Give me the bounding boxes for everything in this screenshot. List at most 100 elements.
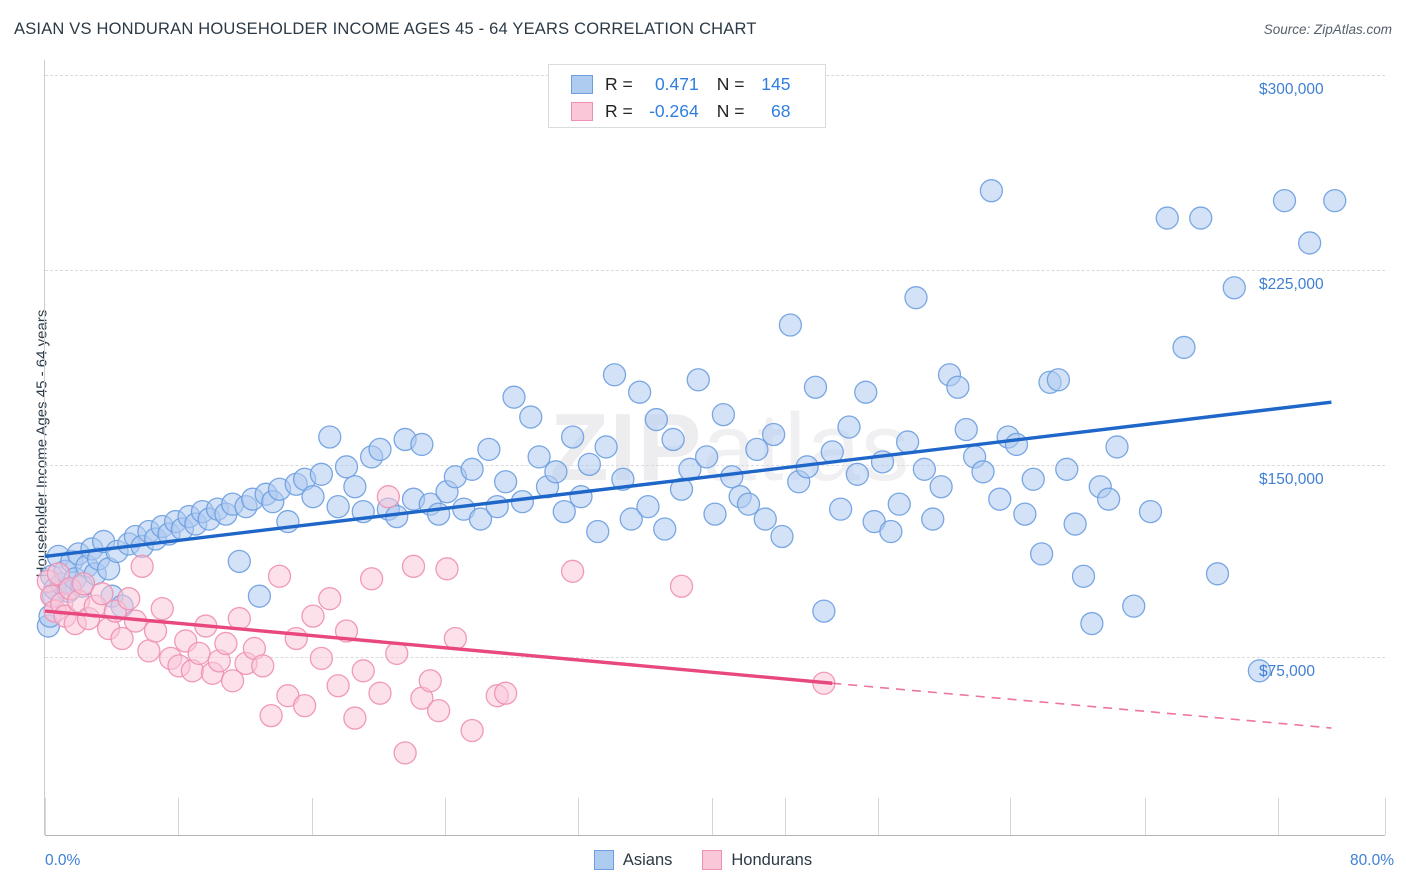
y-axis-line — [44, 60, 45, 835]
data-point — [393, 741, 417, 765]
x-axis-max-label: 80.0% — [1350, 852, 1394, 869]
data-point — [368, 681, 392, 705]
data-point — [971, 460, 995, 484]
x-axis-tick — [578, 798, 579, 835]
data-point — [904, 286, 928, 310]
data-point — [130, 554, 154, 578]
data-point — [1004, 432, 1029, 457]
data-point — [485, 494, 509, 519]
stats-swatch-hondurans — [571, 101, 593, 121]
stats-r-label-hondurans: R = — [605, 100, 633, 121]
stats-n-label-hondurans: N = — [716, 100, 745, 121]
data-point — [803, 375, 828, 399]
data-point — [110, 626, 134, 651]
data-point — [644, 407, 669, 432]
data-point — [686, 368, 710, 392]
data-point — [1071, 564, 1096, 588]
gridline — [45, 465, 1385, 466]
data-point — [309, 646, 334, 671]
data-point — [326, 674, 350, 698]
data-point — [828, 497, 853, 521]
data-point — [401, 554, 426, 578]
data-point — [661, 427, 685, 452]
y-axis-tick-label: $75,000 — [1259, 663, 1316, 680]
data-point — [912, 457, 937, 481]
data-point — [1096, 487, 1121, 511]
data-point — [493, 470, 518, 494]
data-point — [1155, 206, 1179, 230]
data-point — [493, 681, 518, 705]
data-point — [443, 626, 468, 651]
series-asians — [36, 179, 1347, 683]
data-point — [753, 507, 777, 531]
data-point — [227, 606, 251, 631]
legend-item-hondurans[interactable]: Hondurans — [702, 850, 812, 870]
data-point — [292, 693, 317, 718]
data-point — [602, 363, 627, 387]
data-point — [117, 587, 141, 611]
data-point — [71, 572, 96, 596]
trendline-asians — [44, 400, 1332, 559]
x-axis-tick — [445, 798, 446, 835]
data-point — [745, 437, 769, 462]
data-point — [1029, 542, 1054, 566]
data-point — [410, 432, 434, 457]
x-axis-tick — [1010, 798, 1011, 835]
data-point — [150, 596, 174, 621]
data-point — [954, 417, 978, 442]
data-point — [227, 549, 251, 574]
data-point — [594, 435, 618, 459]
x-axis-line — [45, 835, 1385, 836]
data-point — [1247, 659, 1272, 683]
legend-item-asians[interactable]: Asians — [593, 850, 672, 870]
data-point — [1122, 594, 1146, 618]
data-point — [1272, 188, 1297, 213]
data-point — [214, 631, 238, 656]
data-point — [359, 567, 384, 591]
data-point — [1046, 368, 1071, 392]
x-axis-tick — [712, 798, 713, 835]
data-point — [318, 587, 342, 611]
correlation-stats-box: R = 0.471 N = 145 R = -0.264 N = 68 — [548, 64, 826, 128]
series-hondurans — [36, 485, 836, 765]
y-axis-tick-label: $150,000 — [1259, 471, 1324, 488]
stats-r-label-asians: R = — [605, 73, 633, 94]
data-point — [259, 703, 283, 728]
data-point — [988, 487, 1012, 511]
data-point — [619, 507, 643, 531]
data-point — [577, 452, 602, 476]
data-point — [426, 502, 451, 526]
data-point — [301, 604, 325, 628]
series-legend: Asians Hondurans — [0, 850, 1406, 870]
stats-n-value-asians: 145 — [761, 73, 791, 94]
data-point — [879, 519, 903, 544]
scatter-layer — [36, 179, 1347, 765]
x-axis-tick — [312, 798, 313, 835]
data-point — [267, 564, 292, 588]
data-point — [426, 698, 451, 723]
data-point — [519, 405, 543, 429]
gridline — [45, 270, 1385, 271]
x-axis-tick — [45, 798, 46, 835]
data-point — [694, 445, 719, 469]
data-point — [711, 402, 736, 427]
stats-row-hondurans: R = -0.264 N = 68 — [571, 97, 790, 125]
data-point — [887, 492, 911, 516]
data-point — [1063, 512, 1087, 536]
data-point — [812, 599, 836, 623]
data-point — [251, 654, 275, 678]
stats-r-value-asians: 0.471 — [654, 73, 699, 94]
data-point — [586, 519, 610, 544]
data-point — [761, 422, 786, 447]
x-axis-min-label: 0.0% — [45, 852, 81, 869]
x-axis-tick — [178, 798, 179, 835]
data-point — [326, 494, 350, 519]
legend-swatch-hondurans — [702, 850, 723, 870]
data-point — [351, 659, 375, 683]
data-point — [368, 437, 392, 462]
data-point — [736, 492, 761, 516]
data-point — [653, 517, 677, 541]
data-point — [669, 574, 694, 598]
data-point — [334, 455, 359, 479]
data-point — [854, 380, 878, 404]
